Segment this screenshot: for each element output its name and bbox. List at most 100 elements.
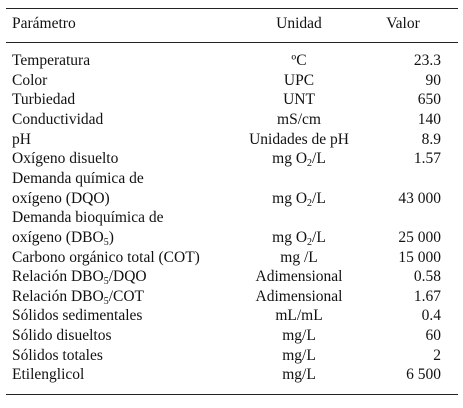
parameter-text: Demanda química de bbox=[12, 169, 144, 187]
parameter-cell: Relación DBO5/COT bbox=[12, 287, 144, 307]
unit-cell: mg/L bbox=[234, 346, 364, 366]
parameter-text: Conductividad bbox=[12, 110, 104, 128]
table-header-row: Parámetro Unidad Valor bbox=[6, 14, 458, 34]
unit-cell: mg/L bbox=[234, 365, 364, 385]
parameter-text: Temperatura bbox=[12, 52, 91, 69]
unit-cell: Adimensional bbox=[234, 287, 364, 307]
value-cell: 0.4 bbox=[421, 307, 441, 325]
parameter-text: pH bbox=[12, 130, 31, 148]
parameter-text: Relación DBO bbox=[12, 268, 104, 286]
unit-cell: mg O2/L bbox=[234, 149, 364, 169]
table-row: pH Unidades de pH 8.9 bbox=[6, 130, 458, 150]
parameter-cell: Conductividad bbox=[12, 110, 103, 130]
table-row: Carbono orgánico total (COT) mg /L 15 000 bbox=[6, 248, 458, 268]
parameter-cell: Relación DBO5/DQO bbox=[12, 267, 147, 287]
unit-cell: UNT bbox=[234, 90, 364, 110]
parameter-cell: oxígeno (DQO) bbox=[12, 189, 110, 209]
parameter-cell: Sólido disueltos bbox=[12, 326, 111, 346]
value-cell: 43 000 bbox=[398, 189, 441, 207]
table-header-rule bbox=[6, 42, 458, 43]
parameter-cell: pH bbox=[12, 130, 31, 150]
unit-text: mg /L bbox=[280, 248, 318, 266]
parameter-text: Sólidos sedimentales bbox=[12, 307, 143, 325]
table-row: Sólidos sedimentales mL/mL 0.4 bbox=[6, 306, 458, 326]
table-row: oxígeno (DQO) mg O2/L 43 000 bbox=[6, 189, 458, 209]
value-cell: 23.3 bbox=[413, 52, 441, 69]
unit-cell: UPC bbox=[234, 71, 364, 91]
table-row: oxígeno (DBO5) mg O2/L 25 000 bbox=[6, 228, 458, 248]
unit-text: mg/L bbox=[282, 327, 316, 345]
unit-cell: mL/mL bbox=[234, 306, 364, 326]
parameter-cell: Temperatura bbox=[12, 51, 90, 71]
parameter-text: Turbiedad bbox=[12, 91, 76, 109]
unit-text: mg O bbox=[272, 150, 308, 168]
parameter-subscript: 5 bbox=[103, 236, 109, 248]
table-row: Turbiedad UNT 650 bbox=[6, 90, 458, 110]
unit-subscript: 2 bbox=[307, 197, 313, 209]
unit-text: UNT bbox=[283, 91, 315, 109]
parameter-cell: Sólidos sedimentales bbox=[12, 306, 142, 326]
table-row: Color UPC 90 bbox=[6, 71, 458, 91]
parameter-text: /DQO bbox=[108, 268, 147, 286]
unit-text: /L bbox=[312, 189, 326, 207]
table-bottom-rule bbox=[6, 394, 458, 395]
parameter-cell: Demanda bioquímica de bbox=[12, 208, 164, 228]
table-top-rule bbox=[6, 8, 458, 9]
value-cell: 8.9 bbox=[421, 130, 441, 148]
unit-cell: Unidades de pH bbox=[234, 130, 364, 150]
unit-text: mg/L bbox=[282, 366, 316, 384]
parameter-subscript: 5 bbox=[103, 276, 109, 288]
parameter-text: oxígeno (DBO bbox=[12, 228, 104, 246]
parameter-text: Oxígeno disuelto bbox=[12, 150, 119, 168]
unit-text: mg O bbox=[272, 228, 308, 246]
parameter-text: oxígeno (DQO) bbox=[12, 189, 110, 207]
value-cell: 25 000 bbox=[398, 228, 441, 246]
table-row: Demanda química de bbox=[6, 169, 458, 189]
unit-cell: mg O2/L bbox=[234, 228, 364, 248]
parameter-cell: Etilenglicol bbox=[12, 365, 84, 385]
value-cell: 6 500 bbox=[406, 366, 441, 384]
parameter-subscript: 5 bbox=[103, 295, 109, 307]
unit-cell: ºC bbox=[234, 51, 364, 71]
parameter-cell: oxígeno (DBO5) bbox=[12, 228, 114, 248]
table-row: Relación DBO5/DQO Adimensional 0.58 bbox=[6, 267, 458, 287]
value-cell: 140 bbox=[417, 110, 441, 128]
unit-text: mg/L bbox=[282, 346, 316, 364]
parameter-text: Carbono orgánico total (COT) bbox=[12, 248, 200, 266]
parameter-cell: Carbono orgánico total (COT) bbox=[12, 248, 200, 268]
parameter-cell: Oxígeno disuelto bbox=[12, 149, 118, 169]
parameter-text: Sólido disueltos bbox=[12, 327, 112, 345]
parameter-text: Demanda bioquímica de bbox=[12, 209, 164, 227]
unit-text: Unidades de pH bbox=[249, 130, 349, 148]
unit-text: Adimensional bbox=[255, 287, 343, 305]
unit-cell: mg /L bbox=[234, 248, 364, 268]
unit-subscript: 2 bbox=[307, 158, 313, 170]
unit-cell: mg/L bbox=[234, 326, 364, 346]
unit-text: UPC bbox=[283, 71, 315, 89]
header-unit: Unidad bbox=[276, 15, 322, 32]
parameter-cell: Color bbox=[12, 71, 47, 91]
value-cell: 650 bbox=[417, 91, 441, 109]
unit-text: /L bbox=[312, 228, 326, 246]
parameter-text: Color bbox=[12, 71, 48, 89]
unit-text: Adimensional bbox=[255, 268, 343, 286]
parameter-text: /COT bbox=[108, 287, 145, 305]
value-cell: 1.57 bbox=[413, 150, 441, 168]
table-row: Relación DBO5/COT Adimensional 1.67 bbox=[6, 287, 458, 307]
parameter-text: Relación DBO bbox=[12, 287, 104, 305]
parameter-cell: Sólidos totales bbox=[12, 346, 103, 366]
unit-cell: mg O2/L bbox=[234, 189, 364, 209]
unit-cell: mS/cm bbox=[234, 110, 364, 130]
value-cell: 0.58 bbox=[413, 268, 441, 286]
unit-text: mL/mL bbox=[275, 307, 323, 325]
unit-text: ºC bbox=[291, 52, 307, 69]
unit-subscript: 2 bbox=[307, 236, 313, 248]
unit-cell: Adimensional bbox=[234, 267, 364, 287]
value-cell: 2 bbox=[433, 346, 441, 364]
table-row: Sólidos totales mg/L 2 bbox=[6, 346, 458, 366]
unit-text: mS/cm bbox=[277, 110, 321, 128]
parameter-text: Etilenglicol bbox=[12, 366, 85, 384]
unit-text: mg O bbox=[272, 189, 308, 207]
value-cell: 15 000 bbox=[398, 248, 441, 266]
table-row: Demanda bioquímica de bbox=[6, 208, 458, 228]
